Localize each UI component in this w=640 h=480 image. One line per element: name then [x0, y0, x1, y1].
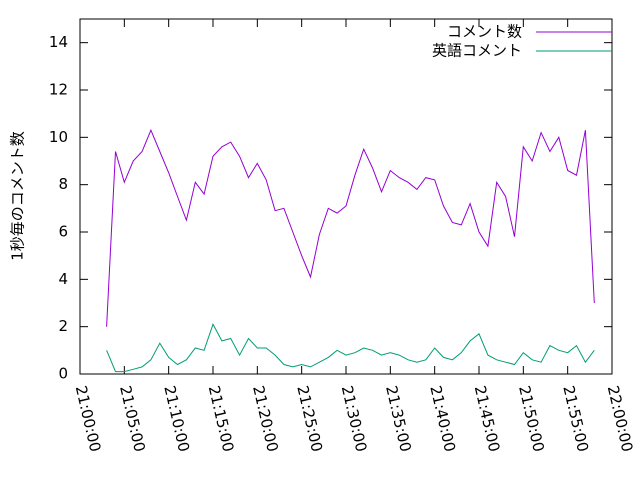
- plot-border: [79, 18, 613, 375]
- x-tick-label: 21:15:00: [205, 384, 238, 454]
- x-tick-label: 21:45:00: [471, 384, 504, 454]
- legend-label: コメント数: [447, 23, 522, 41]
- x-tick-label: 21:35:00: [382, 384, 415, 454]
- x-tick-label: 21:10:00: [160, 384, 193, 454]
- y-axis-label: 1秒毎のコメント数: [9, 131, 27, 261]
- y-tick-label: 8: [58, 175, 68, 193]
- y-tick-label: 14: [49, 33, 68, 51]
- y-tick-label: 2: [58, 317, 68, 335]
- legend-label: 英語コメント: [432, 42, 522, 60]
- x-tick-label: 21:20:00: [249, 384, 282, 454]
- y-tick-label: 4: [58, 270, 68, 288]
- x-tick-label: 21:25:00: [293, 384, 326, 454]
- y-tick-label: 10: [49, 128, 68, 146]
- y-tick-label: 0: [58, 365, 68, 383]
- x-tick-label: 21:50:00: [515, 384, 548, 454]
- x-tick-label: 22:00:00: [604, 384, 637, 454]
- y-tick-label: 6: [58, 223, 68, 241]
- series-line: [106, 323, 595, 373]
- x-tick-label: 21:05:00: [116, 384, 149, 454]
- x-tick-label: 21:30:00: [338, 384, 371, 454]
- series-line: [106, 128, 595, 327]
- y-tick-label: 12: [49, 81, 68, 99]
- x-tick-label: 21:55:00: [559, 384, 592, 454]
- x-tick-label: 21:00:00: [72, 384, 105, 454]
- x-tick-label: 21:40:00: [426, 384, 459, 454]
